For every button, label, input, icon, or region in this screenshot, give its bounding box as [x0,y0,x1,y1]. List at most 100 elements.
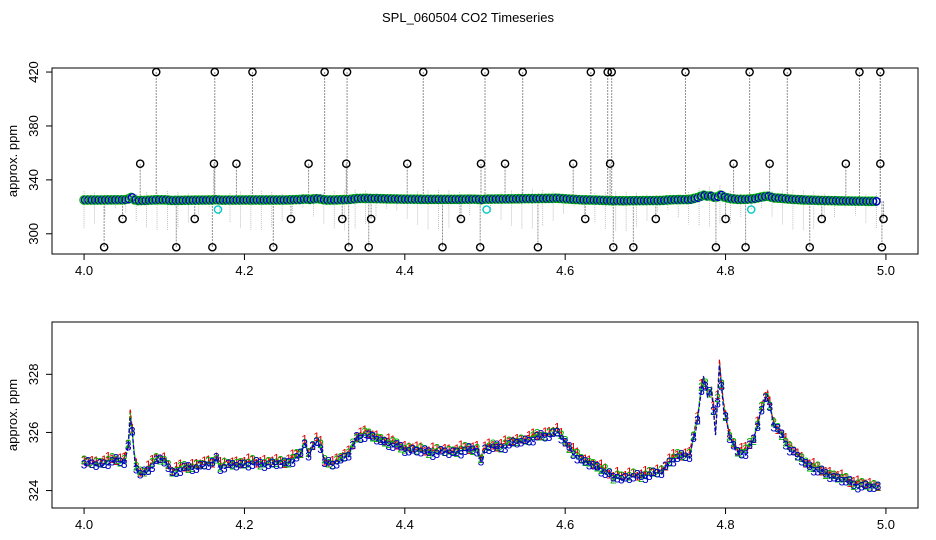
series-marker-1: 1 [229,455,236,469]
outlier-marker [208,242,217,252]
series-marker-3: 3 [674,451,681,465]
series-marker-2: 2 [365,426,372,440]
series-marker-3: 3 [750,432,757,446]
series-marker-1: 1 [826,465,833,479]
series-marker-2: 2 [614,468,621,482]
series-marker-2: 2 [770,416,777,430]
series-marker-2: 2 [630,466,637,480]
series-marker-2: 2 [325,456,332,470]
panel-bottom-data: 1111111111111111111111111111111111111111… [81,359,882,496]
series-marker-1: 1 [426,444,433,458]
series-marker-3: 3 [510,435,517,449]
series-marker-3: 3 [594,460,601,474]
series-marker-2: 2 [498,441,505,455]
panel-bottom-xtick-label: 4.4 [396,517,414,532]
series-marker-2: 2 [337,451,344,465]
series-marker-2: 2 [277,453,284,467]
series-marker-3: 3 [137,467,144,481]
series-marker-2: 2 [237,456,244,470]
series-marker-3: 3 [478,454,485,468]
series-marker-3: 3 [606,466,613,480]
series-marker-2: 2 [758,400,765,414]
series-marker-2: 2 [686,447,693,461]
outlier-marker [608,242,618,252]
series-marker-3: 3 [462,444,469,458]
outlier-marker [304,159,313,168]
series-marker-2: 2 [209,454,216,468]
series-marker-3: 3 [634,467,641,481]
series-marker-3: 3 [273,458,280,472]
series-marker-1: 1 [261,453,268,467]
series-marker-1: 1 [293,447,300,461]
series-marker-3: 3 [786,445,793,459]
series-marker-1: 1 [534,429,541,443]
series-marker-2: 2 [822,468,829,482]
series-marker-1: 1 [269,454,276,468]
series-marker-2: 2 [538,430,545,444]
series-marker-3: 3 [389,440,396,454]
series-marker-1: 1 [670,446,677,460]
series-marker-3: 3 [770,421,777,435]
outlier-marker [629,242,638,252]
series-marker-2: 2 [149,455,156,469]
series-marker-2: 2 [670,451,677,465]
series-marker-2: 2 [762,391,769,405]
series-marker-1: 1 [851,475,858,489]
panel-top-xtick-label: 4.0 [75,263,93,278]
series-marker-3: 3 [321,456,328,470]
series-marker-2: 2 [506,434,513,448]
series-marker-1: 1 [530,426,537,440]
series-marker-1: 1 [642,463,649,477]
series-marker-3: 3 [317,442,324,456]
series-marker-3: 3 [341,450,348,464]
series-marker-3: 3 [646,469,653,483]
series-marker-3: 3 [297,446,304,460]
outlier-marker [286,214,296,224]
series-marker-2: 2 [578,451,585,465]
panel-bottom-frame [51,321,919,509]
series-marker-1: 1 [430,440,437,454]
series-marker-3: 3 [534,430,541,444]
series-marker-3: 3 [293,451,300,465]
outlier-marker [568,159,578,168]
outlier-marker [721,214,730,224]
series-marker-3: 3 [201,459,208,473]
series-marker-3: 3 [385,439,392,453]
series-marker-2: 2 [750,434,757,448]
series-marker-1: 1 [454,442,461,456]
series-marker-3: 3 [598,465,605,479]
series-marker-2: 2 [794,449,801,463]
series-marker-3: 3 [97,457,104,471]
series-marker-3: 3 [365,428,372,442]
series-marker-1: 1 [329,453,336,467]
series-marker-3: 3 [173,466,180,480]
series-marker-1: 1 [710,399,717,413]
series-marker-2: 2 [826,468,833,482]
series-marker-3: 3 [746,438,753,452]
series-marker-2: 2 [702,376,709,390]
panel-bottom-xtick-label: 5.0 [877,517,895,532]
panel-bottom-axes: 4.0 4.2 4.4 4.6 4.8 5.0 324 326 328 [26,363,895,532]
series-marker-1: 1 [574,445,581,459]
series-marker-2: 2 [722,410,729,424]
series-marker-1: 1 [301,433,308,447]
outlier-marker [232,159,241,168]
series-marker-1: 1 [405,440,412,454]
series-marker-1: 1 [117,451,124,465]
series-marker-2: 2 [726,430,733,444]
series-marker-3: 3 [377,434,384,448]
panel-bottom-xtick-label: 4.8 [717,517,735,532]
panel-bottom-ytick-label: 324 [26,480,41,502]
series-marker-2: 2 [486,440,493,454]
series-marker-2: 2 [534,427,541,441]
series-marker-2: 2 [602,462,609,476]
series-marker-2: 2 [482,442,489,456]
series-marker-2: 2 [838,472,845,486]
outlier-marker [580,214,590,224]
series-marker-2: 2 [257,458,264,472]
series-marker-3: 3 [422,443,429,457]
series-marker-1: 1 [602,461,609,475]
series-marker-3: 3 [450,445,457,459]
series-marker-3: 3 [867,481,874,495]
series-marker-3: 3 [818,463,825,477]
